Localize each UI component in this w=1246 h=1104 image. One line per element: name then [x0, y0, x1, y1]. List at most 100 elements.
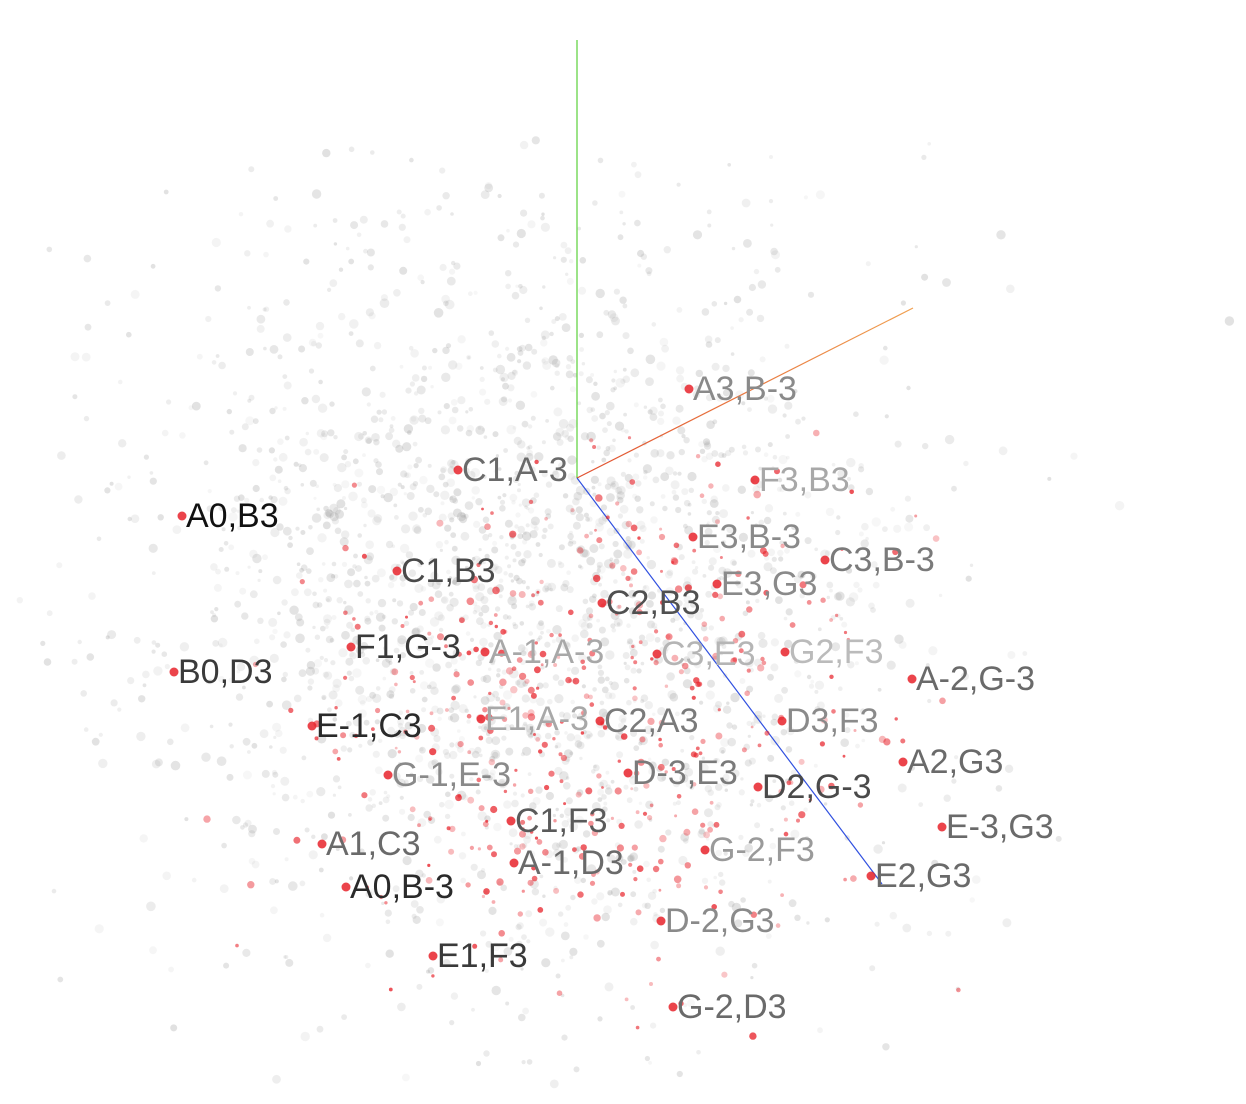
point-label[interactable]: C1,F3	[515, 802, 608, 840]
labeled-point-marker[interactable]	[668, 1002, 678, 1012]
labeled-point-marker[interactable]	[688, 532, 698, 542]
labeled-point-marker[interactable]	[428, 951, 438, 961]
labeled-point-marker[interactable]	[597, 598, 607, 608]
labeled-point-marker[interactable]	[652, 649, 662, 659]
point-label[interactable]: C3,B-3	[829, 541, 935, 579]
background-point	[745, 600, 750, 605]
labeled-point-marker[interactable]	[712, 579, 722, 589]
background-point	[775, 596, 783, 604]
point-label[interactable]: E1,F3	[437, 937, 528, 975]
point-label[interactable]: A2,G3	[907, 743, 1003, 781]
point-label[interactable]: C1,A-3	[462, 451, 568, 489]
labeled-point-marker[interactable]	[595, 716, 605, 726]
labeled-point-marker[interactable]	[307, 721, 317, 731]
point-label[interactable]: A3,B-3	[693, 370, 797, 408]
background-point	[510, 579, 515, 583]
background-point	[617, 729, 624, 735]
labeled-point-marker[interactable]	[820, 555, 830, 565]
background-point	[795, 511, 801, 517]
background-point	[629, 649, 638, 657]
highlighted-point	[692, 548, 697, 553]
background-point	[424, 507, 433, 516]
labeled-point-marker[interactable]	[453, 465, 463, 475]
background-point	[130, 514, 140, 523]
labeled-point-marker[interactable]	[169, 667, 179, 677]
point-label[interactable]: G2,F3	[789, 633, 883, 671]
labeled-point-marker[interactable]	[476, 714, 486, 724]
labeled-point-marker[interactable]	[777, 716, 787, 726]
background-point	[540, 222, 551, 232]
background-point	[523, 835, 531, 844]
labeled-point-marker[interactable]	[866, 871, 876, 881]
point-label[interactable]: C2,B3	[606, 584, 701, 622]
background-point	[660, 472, 670, 482]
labeled-point-marker[interactable]	[700, 845, 710, 855]
labeled-point-marker[interactable]	[753, 782, 763, 792]
background-point	[440, 596, 449, 604]
background-point	[558, 462, 565, 469]
point-label[interactable]: E1,A-3	[485, 700, 589, 738]
labeled-point-marker[interactable]	[392, 566, 402, 576]
background-point	[519, 344, 526, 352]
background-point	[596, 561, 603, 568]
labeled-point-marker[interactable]	[684, 384, 694, 394]
labeled-point-marker[interactable]	[750, 475, 760, 485]
point-label[interactable]: F1,G-3	[355, 628, 461, 666]
point-label[interactable]: A-1,A-3	[489, 633, 604, 671]
point-label[interactable]: E-1,C3	[316, 707, 422, 745]
labeled-point-marker[interactable]	[623, 768, 633, 778]
background-point	[269, 634, 276, 641]
point-label[interactable]: D3,F3	[786, 702, 879, 740]
background-point	[511, 369, 519, 376]
labeled-point-marker[interactable]	[177, 511, 187, 521]
labeled-point-marker[interactable]	[907, 674, 917, 684]
point-label[interactable]: C3,E3	[661, 635, 756, 673]
point-label[interactable]: E3,G3	[721, 565, 817, 603]
point-label[interactable]: A-1,D3	[518, 844, 624, 882]
point-label[interactable]: D-3,E3	[632, 754, 738, 792]
point-label[interactable]: C1,B3	[401, 552, 496, 590]
point-label[interactable]: A-2,G-3	[916, 660, 1035, 698]
point-label[interactable]: A1,C3	[326, 825, 421, 863]
highlighted-point	[553, 887, 560, 894]
labeled-point-marker[interactable]	[341, 882, 351, 892]
background-point	[499, 372, 509, 383]
background-point	[444, 299, 455, 310]
background-point	[520, 752, 525, 757]
background-point	[391, 618, 398, 625]
labeled-point-marker[interactable]	[898, 757, 908, 767]
background-point	[770, 718, 778, 726]
background-point	[428, 365, 433, 370]
point-label[interactable]: F3,B3	[759, 461, 850, 499]
point-label[interactable]: D2,G-3	[762, 768, 872, 806]
labeled-point-marker[interactable]	[937, 822, 947, 832]
point-label[interactable]: A0,B3	[186, 497, 279, 535]
point-label[interactable]: C2,A3	[604, 702, 699, 740]
point-label[interactable]: G-2,D3	[677, 988, 787, 1026]
point-label[interactable]: E-3,G3	[946, 808, 1054, 846]
background-point	[528, 631, 533, 636]
labeled-point-marker[interactable]	[656, 916, 666, 926]
labeled-point-marker[interactable]	[506, 816, 516, 826]
labeled-point-marker[interactable]	[509, 858, 519, 868]
labeled-point-marker[interactable]	[383, 770, 393, 780]
background-point	[969, 897, 975, 903]
labeled-point-marker[interactable]	[317, 839, 327, 849]
background-point	[469, 777, 474, 782]
background-point	[529, 802, 537, 810]
point-label[interactable]: A0,B-3	[350, 868, 454, 906]
point-label[interactable]: D-2,G3	[665, 902, 775, 940]
point-label[interactable]: B0,D3	[178, 653, 273, 691]
point-label[interactable]: E3,B-3	[697, 518, 801, 556]
point-label[interactable]: E2,G3	[875, 857, 971, 895]
labeled-point-marker[interactable]	[346, 642, 356, 652]
background-point	[722, 568, 733, 578]
point-label[interactable]: G-2,F3	[709, 831, 815, 869]
background-point	[231, 507, 237, 513]
labeled-point-marker[interactable]	[780, 647, 790, 657]
labeled-point-marker[interactable]	[480, 647, 490, 657]
background-point	[682, 762, 690, 771]
point-label[interactable]: G-1,E-3	[392, 756, 511, 794]
